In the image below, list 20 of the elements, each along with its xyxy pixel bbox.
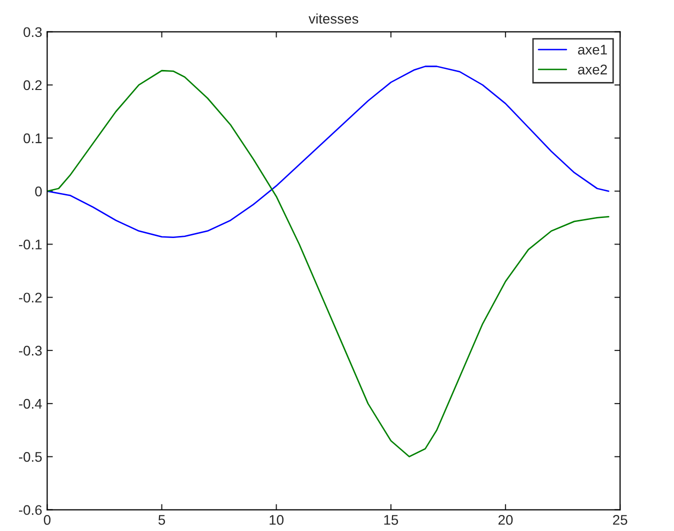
x-tick-label: 15 bbox=[384, 515, 398, 525]
y-tick-label: 0 bbox=[35, 186, 42, 196]
line-series bbox=[47, 66, 610, 238]
y-tick-label: -0.2 bbox=[19, 292, 42, 303]
x-tick-label: 5 bbox=[158, 515, 166, 525]
chart-title: vitesses bbox=[308, 13, 358, 24]
y-tick-label: 0.3 bbox=[24, 27, 42, 38]
y-tick-label: -0.6 bbox=[19, 505, 42, 515]
y-tick-label: 0.2 bbox=[24, 80, 42, 90]
legend-label: axe1 bbox=[578, 44, 607, 55]
y-tick-label: 0.1 bbox=[24, 133, 42, 144]
y-tick-label: -0.1 bbox=[19, 240, 42, 250]
y-tick-label: -0.4 bbox=[19, 398, 42, 409]
x-tick-label: 25 bbox=[613, 514, 628, 525]
legend-label: axe2 bbox=[578, 64, 607, 74]
x-tick-label: 0 bbox=[44, 514, 50, 525]
y-tick-label: -0.3 bbox=[19, 346, 42, 356]
x-tick-label: 10 bbox=[270, 514, 284, 525]
y-tick-label: -0.5 bbox=[19, 452, 42, 462]
x-tick-label: 20 bbox=[498, 514, 513, 525]
